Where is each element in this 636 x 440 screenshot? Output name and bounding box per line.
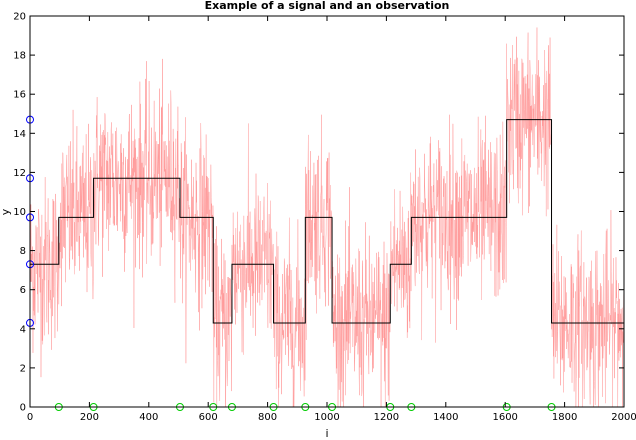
observation-line — [29, 27, 625, 408]
plot-frame — [29, 15, 625, 408]
x-tick-label: 800 — [258, 412, 277, 423]
y-tick-label: 0 — [20, 403, 26, 414]
x-tick-label: 200 — [80, 412, 99, 423]
x-tick-label: 1400 — [433, 412, 458, 423]
x-tick-label: 1200 — [374, 412, 399, 423]
x-tick-label: 1600 — [492, 412, 517, 423]
axes: 0 200 400 600 800 1000 1200 1400 1600 1800 2000 0 2 4… — [13, 12, 636, 424]
y-tick-label: 12 — [13, 168, 26, 179]
y-tick-label: 16 — [13, 90, 26, 101]
y-tick-label: 4 — [20, 324, 26, 335]
y-tick-label: 14 — [13, 129, 26, 140]
y-tick-label: 6 — [20, 285, 26, 296]
chart-title: Example of a signal and an observation — [205, 0, 450, 12]
x-tick-label: 1800 — [552, 412, 577, 423]
step-signal-series — [30, 119, 624, 324]
y-tick-label: 20 — [13, 12, 26, 23]
y-tick-label: 8 — [20, 246, 26, 257]
y-tick-label: 18 — [13, 51, 26, 62]
x-tick-label: 400 — [139, 412, 158, 423]
y-tick-label: 10 — [13, 207, 26, 218]
observation-series — [29, 27, 625, 408]
step-signal-line — [30, 119, 624, 324]
x-tick-label: 0 — [27, 412, 33, 423]
y-axis-title: y — [0, 208, 12, 215]
x-axis-title: i — [325, 427, 328, 440]
x-tick-label: 2000 — [611, 412, 636, 423]
x-tick-label: 600 — [199, 412, 218, 423]
y-tick-label: 2 — [20, 363, 26, 374]
x-tick-label: 1000 — [314, 412, 339, 423]
